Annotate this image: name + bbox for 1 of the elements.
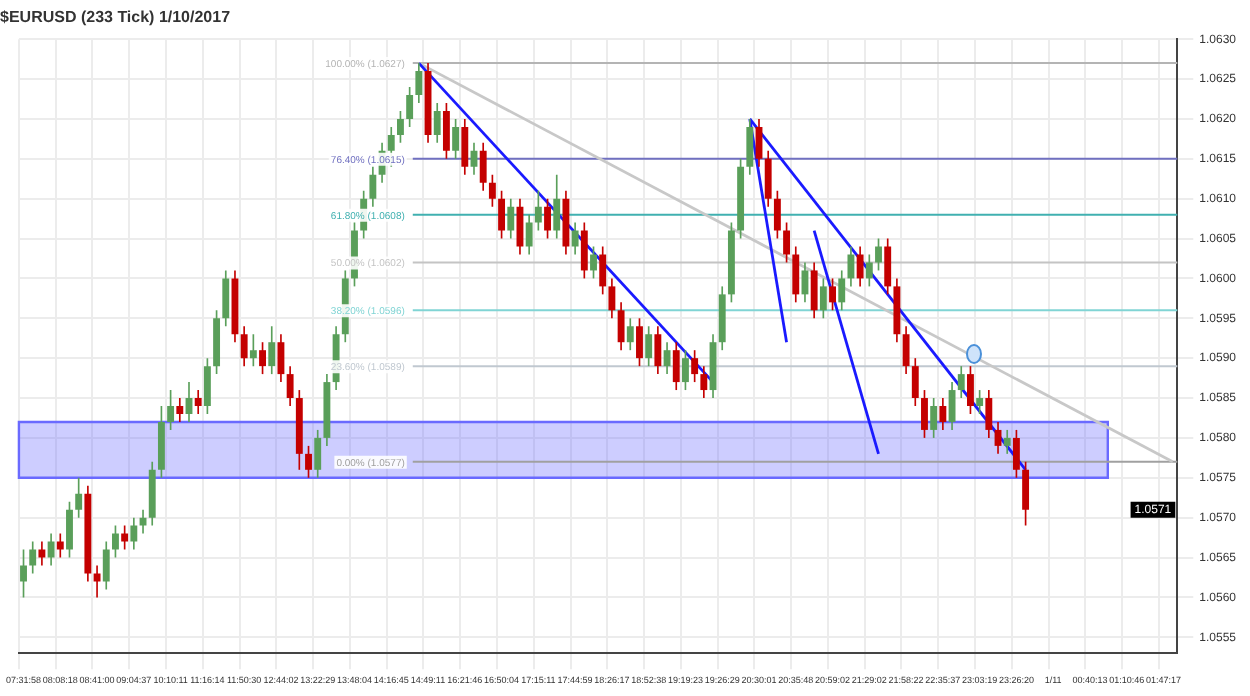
- chart-title: $EURUSD (233 Tick) 1/10/2017: [0, 8, 232, 27]
